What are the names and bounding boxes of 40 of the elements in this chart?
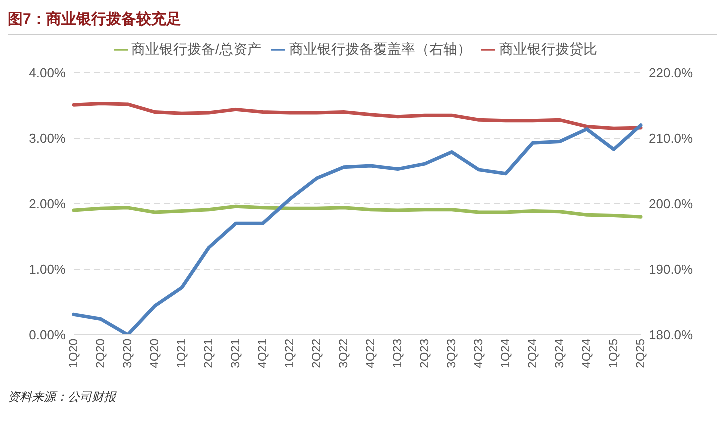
y2-tick-label: 180.0%: [649, 328, 694, 343]
x-tick-label: 3Q24: [552, 338, 567, 368]
y2-tick-label: 190.0%: [649, 262, 694, 278]
line-series: [72, 102, 643, 130]
line-series: [72, 204, 643, 219]
y-tick-label: 3.00%: [29, 131, 66, 146]
x-tick-label: 3Q20: [120, 338, 135, 368]
y2-tick-label: 210.0%: [649, 131, 694, 146]
line-series: [72, 124, 643, 335]
x-tick-label: 4Q22: [364, 338, 378, 368]
x-tick-label: 2Q21: [202, 338, 216, 368]
y-tick-label: 2.00%: [29, 196, 66, 212]
x-tick-label: 1Q24: [498, 338, 513, 368]
x-tick-label: 4Q21: [256, 338, 270, 368]
x-tick-label: 1Q22: [282, 338, 297, 368]
x-tick-label: 4Q20: [148, 338, 162, 368]
x-tick-label: 2Q23: [418, 338, 432, 368]
x-tick-label: 3Q23: [444, 338, 459, 368]
y-tick-label: 4.00%: [29, 66, 66, 81]
legend-label: 商业银行拨备/总资产: [132, 41, 262, 57]
legend-label: 商业银行拨贷比: [499, 41, 598, 57]
x-tick-label: 2Q24: [526, 338, 540, 368]
y-tick-label: 0.00%: [29, 328, 66, 343]
x-tick-label: 1Q23: [390, 338, 405, 368]
y-tick-label: 1.00%: [29, 262, 66, 278]
legend-label: 商业银行拨备覆盖率（右轴）: [289, 41, 472, 57]
x-tick-label: 2Q20: [94, 338, 108, 368]
x-tick-label: 1Q20: [66, 338, 81, 368]
x-tick-label: 2Q25: [634, 338, 648, 368]
chart-title: 图7：商业银行拨备较充足: [8, 8, 717, 35]
text: 资料来源：公司财报: [8, 389, 118, 406]
y2-tick-label: 200.0%: [649, 196, 694, 212]
x-tick-label: 1Q21: [174, 338, 189, 368]
x-tick-label: 3Q21: [228, 338, 243, 368]
x-tick-label: 4Q23: [472, 338, 486, 368]
x-tick-label: 2Q22: [310, 338, 324, 368]
x-tick-label: 4Q24: [580, 338, 594, 368]
x-tick-label: 1Q25: [606, 338, 621, 368]
x-tick-label: 3Q22: [336, 338, 351, 368]
y2-tick-label: 220.0%: [649, 66, 694, 81]
